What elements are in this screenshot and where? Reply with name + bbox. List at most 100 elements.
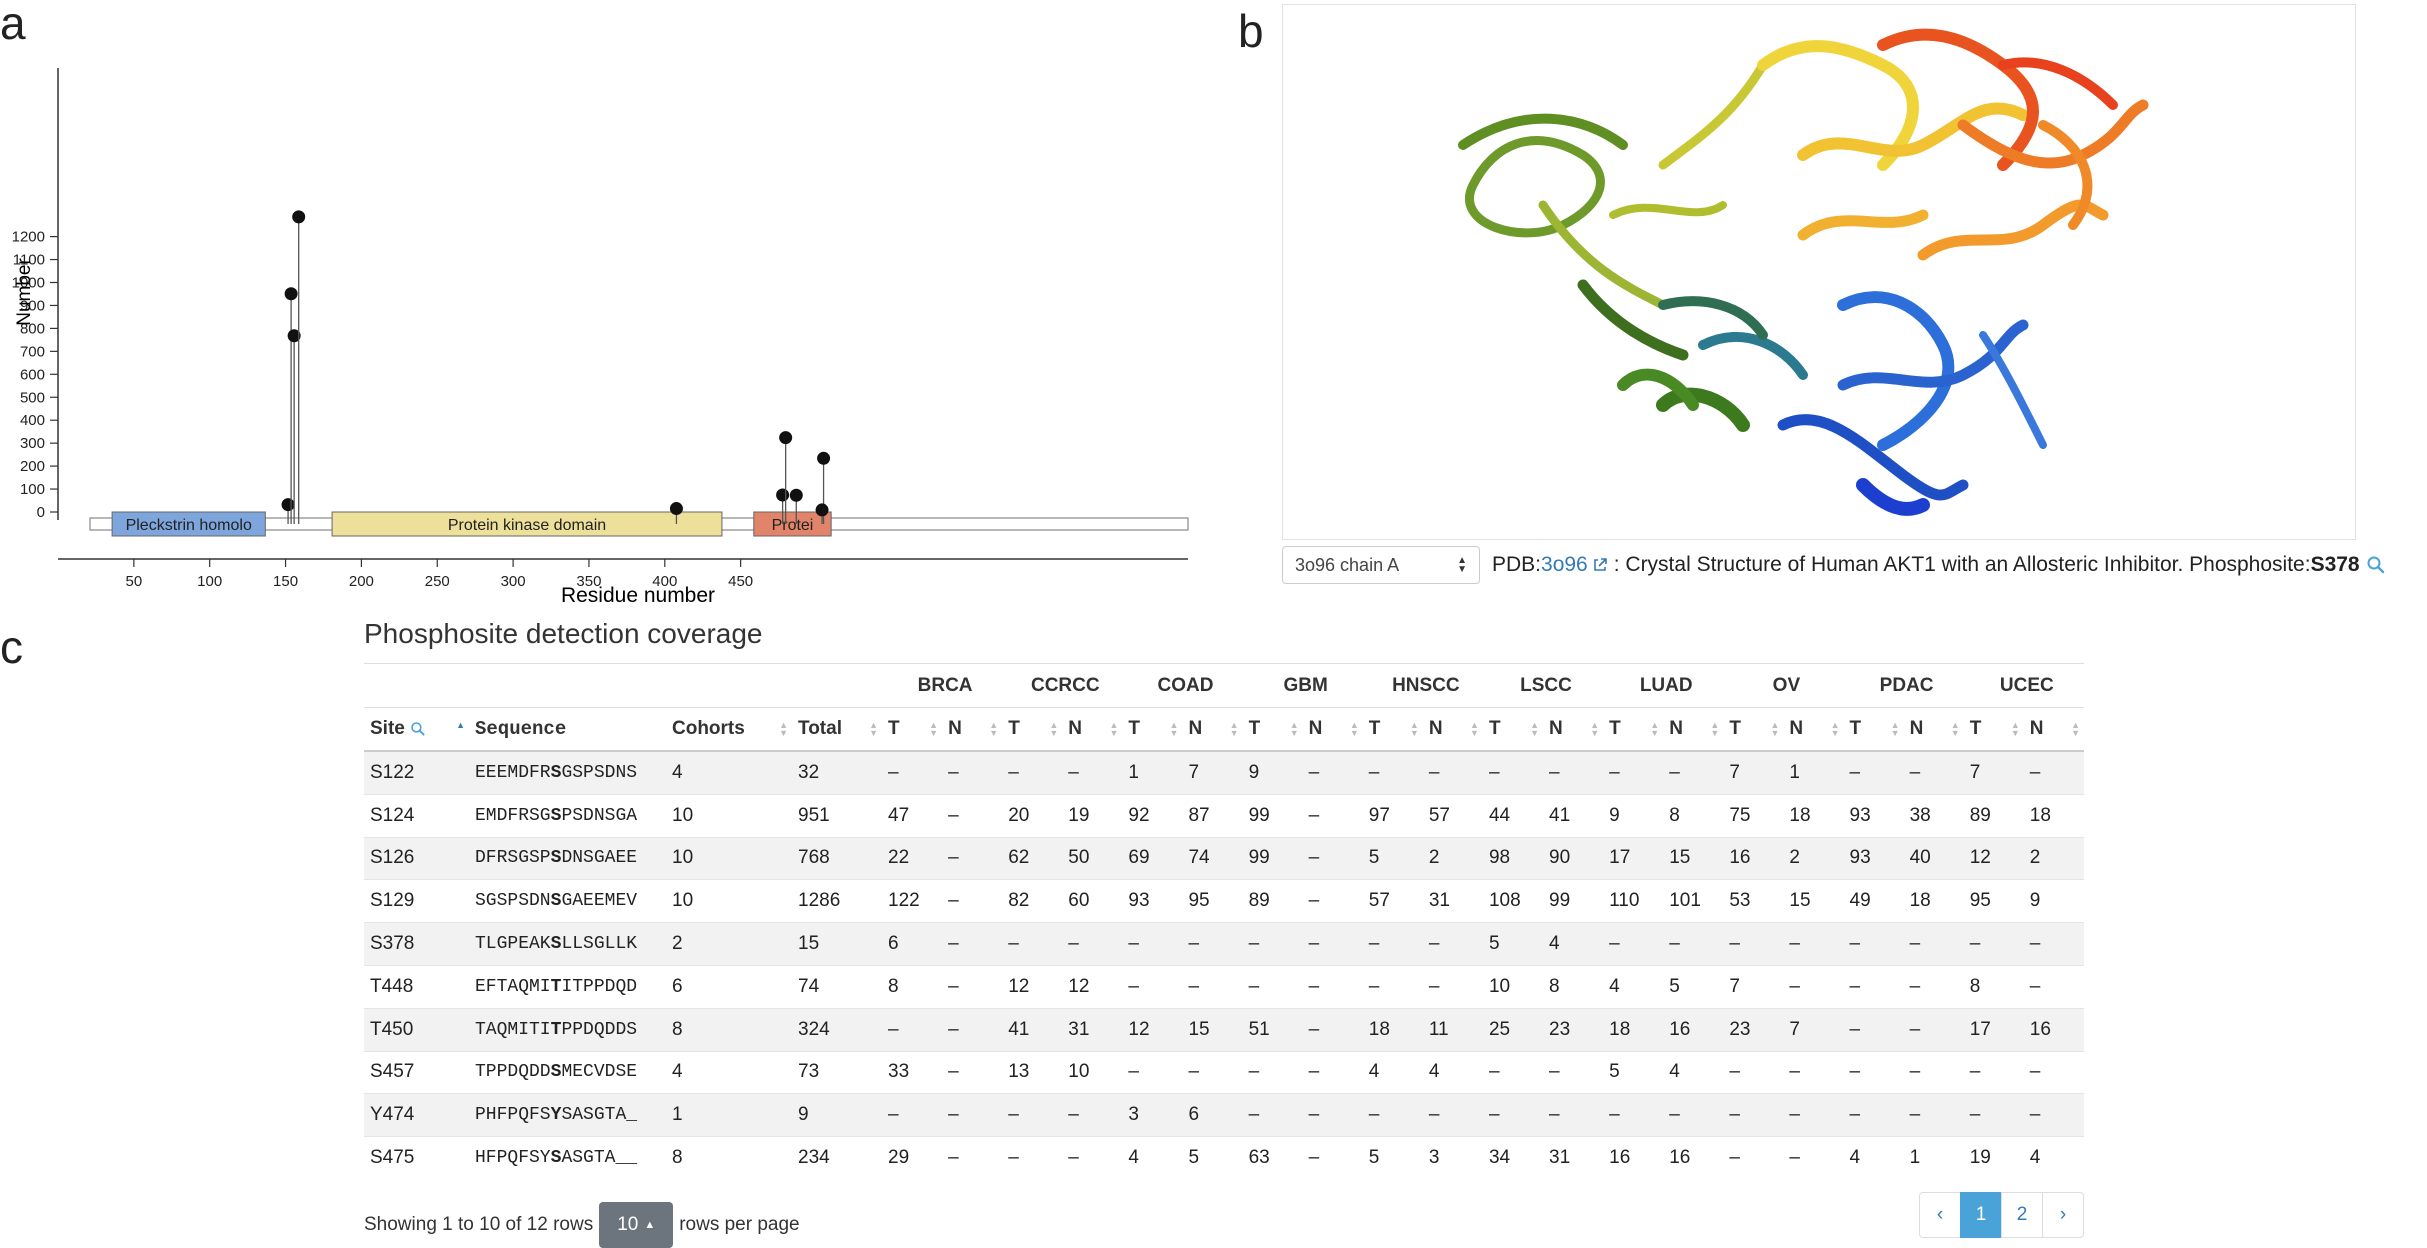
sort-icon[interactable]: ▲ ▼: [1409, 720, 1419, 738]
next-page-button[interactable]: ›: [2042, 1192, 2084, 1238]
site-cell: S457: [364, 1050, 469, 1094]
count-cell: –: [1603, 750, 1664, 795]
count-cell: 110: [1603, 879, 1664, 923]
sort-icon[interactable]: ▲ ▼: [869, 720, 878, 738]
col-header-ov-tumor[interactable]: T ▲ ▼: [1723, 707, 1784, 752]
structure-chain-select[interactable]: 3o96 chain A ▲ ▼: [1282, 546, 1480, 584]
col-header-luad-tumor[interactable]: T ▲ ▼: [1603, 707, 1664, 752]
table-row: Y474 PHFPQFSYSASGTA_ 1 9– – – –3 6– – – – – – – – – – – – –…: [364, 1093, 2084, 1137]
sort-icon[interactable]: ▲ ▼: [2071, 720, 2080, 738]
count-cell: 1: [1783, 750, 1844, 795]
sort-icon[interactable]: ▲ ▼: [989, 720, 999, 738]
count-cell: 9: [1242, 750, 1303, 795]
col-header-luad-normal[interactable]: N ▲ ▼: [1663, 707, 1724, 752]
protein-ribbon-render: [1458, 28, 2149, 516]
x-tick-label: 250: [425, 573, 450, 590]
col-header-brca-tumor[interactable]: T ▲ ▼: [882, 707, 943, 752]
col-header-site[interactable]: Site ▲▼: [364, 707, 469, 752]
sort-icon[interactable]: ▲ ▼: [1950, 720, 1960, 738]
page-2-button[interactable]: 2: [2001, 1192, 2043, 1238]
domain-label: Protein kinase domain: [448, 517, 606, 534]
col-header-lscc-normal[interactable]: N ▲ ▼: [1543, 707, 1604, 752]
sort-icon[interactable]: ▲ ▼: [1710, 720, 1720, 738]
sort-asc-icon[interactable]: ▲▼: [456, 720, 465, 730]
col-header-total[interactable]: Total ▲ ▼: [792, 707, 882, 752]
col-header-coad-normal[interactable]: N ▲ ▼: [1182, 707, 1243, 752]
col-header-ccrcc-normal[interactable]: N ▲ ▼: [1062, 707, 1123, 752]
sequence-cell: EFTAQMITITPPDQD: [469, 964, 666, 1009]
col-header-pdac-tumor[interactable]: T ▲ ▼: [1843, 707, 1904, 752]
col-header-site-label: Site: [370, 718, 405, 739]
sort-icon[interactable]: ▲ ▼: [1830, 720, 1840, 738]
sort-icon[interactable]: ▲ ▼: [1109, 720, 1119, 738]
sort-icon[interactable]: ▲ ▼: [1289, 720, 1299, 738]
total-cell: 1286: [792, 879, 882, 923]
count-cell: 12: [1002, 964, 1063, 1009]
pdb-link[interactable]: 3o96: [1541, 553, 1588, 576]
phosphosite-residue: S: [550, 762, 562, 783]
structure-viewer[interactable]: [1282, 4, 2356, 540]
col-header-ucec-tumor[interactable]: T ▲ ▼: [1963, 707, 2024, 752]
flanking-sequence: PSDNSGA: [561, 805, 638, 826]
sort-icon[interactable]: ▲ ▼: [1650, 720, 1660, 738]
count-cell: –: [1963, 1093, 2024, 1137]
sort-icon[interactable]: ▲ ▼: [1530, 720, 1540, 738]
sort-icon[interactable]: ▲ ▼: [1770, 720, 1780, 738]
col-header-brca-normal[interactable]: N ▲ ▼: [942, 707, 1003, 752]
page-1-button[interactable]: 1: [1960, 1192, 2002, 1238]
col-header-gbm-tumor[interactable]: T ▲ ▼: [1242, 707, 1303, 752]
site-cell: S126: [364, 836, 469, 880]
count-cell: 31: [1543, 1136, 1604, 1179]
search-icon[interactable]: [2366, 555, 2386, 575]
sort-icon[interactable]: ▲ ▼: [1470, 720, 1479, 738]
count-cell: –: [942, 1093, 1003, 1137]
external-link-icon[interactable]: [1592, 557, 1608, 573]
sort-icon[interactable]: ▲ ▼: [779, 720, 788, 738]
sort-icon[interactable]: ▲ ▼: [1349, 720, 1359, 738]
sort-icon[interactable]: ▲ ▼: [1590, 720, 1600, 738]
flanking-sequence: TLGPEAK: [475, 934, 551, 955]
count-cell: –: [1783, 922, 1844, 966]
count-cell: –: [1422, 964, 1483, 1009]
pdb-prefix: PDB:: [1492, 553, 1542, 576]
table-title: Phosphosite detection coverage: [364, 618, 763, 649]
rows-per-page-button[interactable]: 10 ▲: [599, 1202, 674, 1248]
count-cell: 33: [882, 1050, 943, 1094]
col-header-hnscc-tumor[interactable]: T ▲ ▼: [1362, 707, 1423, 752]
count-cell: –: [1543, 750, 1604, 795]
sort-icon[interactable]: ▲ ▼: [929, 720, 939, 738]
col-header-pdac-normal[interactable]: N ▲ ▼: [1903, 707, 1964, 752]
count-cell: –: [942, 964, 1003, 1009]
col-header-coad-tumor[interactable]: T ▲ ▼: [1122, 707, 1183, 752]
count-cell: –: [942, 1007, 1003, 1052]
col-header-ov-normal[interactable]: N ▲ ▼: [1783, 707, 1844, 752]
y-tick-label: 200: [20, 458, 45, 475]
col-header-sequence[interactable]: Sequence: [469, 707, 666, 752]
count-cell: –: [1843, 964, 1904, 1009]
count-cell: 41: [1543, 793, 1604, 838]
count-cell: 89: [1963, 793, 2024, 838]
count-cell: –: [1903, 1093, 1964, 1137]
phosphosite-residue: T: [550, 976, 562, 997]
col-header-label: T: [888, 718, 900, 739]
count-cell: 99: [1242, 793, 1303, 838]
site-search-icon[interactable]: [410, 721, 426, 737]
sort-icon[interactable]: ▲ ▼: [2010, 720, 2020, 738]
sort-icon[interactable]: ▲ ▼: [1890, 720, 1900, 738]
count-cell: 16: [2023, 1007, 2084, 1052]
sort-icon[interactable]: ▲ ▼: [1049, 720, 1059, 738]
col-header-gbm-normal[interactable]: N ▲ ▼: [1302, 707, 1363, 752]
col-header-ccrcc-tumor[interactable]: T ▲ ▼: [1002, 707, 1063, 752]
prev-page-button[interactable]: ‹: [1919, 1192, 1961, 1238]
count-cell: –: [1603, 922, 1664, 966]
sort-icon[interactable]: ▲ ▼: [1169, 720, 1179, 738]
col-header-cohorts[interactable]: Cohorts ▲ ▼: [666, 707, 792, 752]
col-header-lscc-tumor[interactable]: T ▲ ▼: [1482, 707, 1544, 752]
col-header-hnscc-normal[interactable]: N ▲ ▼: [1422, 707, 1483, 752]
total-cell: 9: [792, 1093, 882, 1137]
sort-icon[interactable]: ▲ ▼: [1229, 720, 1239, 738]
flanking-sequence: SGSPSDN: [475, 891, 551, 912]
count-cell: 5: [1362, 836, 1423, 880]
count-cell: –: [2023, 922, 2084, 966]
col-header-ucec-normal[interactable]: N ▲ ▼: [2023, 707, 2084, 752]
